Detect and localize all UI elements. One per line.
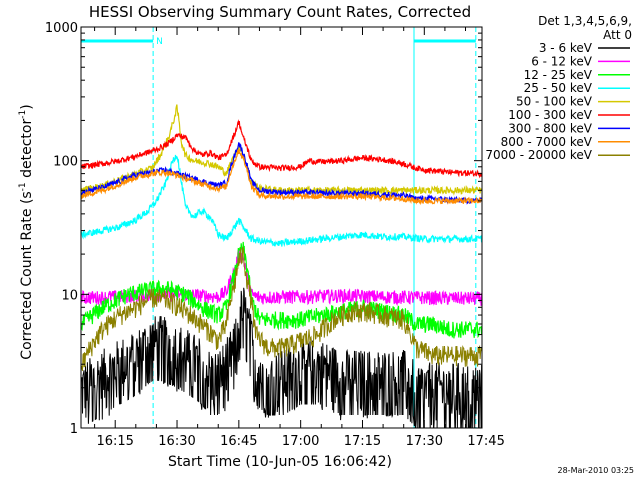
chart-title: HESSI Observing Summary Count Rates, Cor… (89, 3, 471, 21)
legend-label: 25 - 50 keV (524, 81, 593, 95)
series-3 (81, 241, 482, 339)
series-line (81, 119, 482, 179)
series-9 (81, 246, 482, 371)
plot-timestamp: 28-Mar-2010 03:25 (558, 466, 635, 475)
y-tick-label: 1 (70, 422, 78, 437)
legend-label: 50 - 100 keV (516, 95, 593, 109)
series-line (81, 241, 482, 339)
y-axis-label-sup1: -1 (18, 182, 28, 191)
series-layer (81, 104, 482, 428)
legend-label: 6 - 12 keV (531, 54, 593, 68)
legend-label: 100 - 300 keV (508, 108, 592, 122)
legend-label: 3 - 6 keV (539, 41, 593, 55)
night-flag-marker: N (156, 37, 163, 47)
x-tick-label: 16:15 (96, 434, 133, 449)
y-axis-label-main: Corrected Count Rate (s (19, 191, 35, 359)
series-6 (81, 119, 482, 179)
y-axis-label: Corrected Count Rate (s-1 detector-1) (18, 104, 35, 359)
x-tick-label: 16:45 (220, 434, 257, 449)
x-tick-label: 16:30 (158, 434, 195, 449)
y-tick-label: 10 (61, 288, 78, 303)
y-axis-label-sup2: -1 (18, 110, 28, 119)
series-4 (81, 154, 482, 248)
x-tick-label: 17:15 (344, 434, 381, 449)
axis-layer: 1 10 100 1000 16:15 16:30 16:45 17:00 17:15 17:30… (45, 21, 505, 449)
series-line (81, 142, 482, 205)
series-line (81, 246, 482, 371)
series-line (81, 104, 482, 196)
y-tick-label: 1000 (45, 21, 78, 36)
legend-attenuator: Att 0 (603, 28, 632, 42)
legend-label: 800 - 7000 keV (501, 135, 593, 149)
series-5 (81, 104, 482, 196)
series-line (81, 149, 482, 206)
series-7 (81, 142, 482, 205)
legend-label: 7000 - 20000 keV (485, 148, 592, 162)
x-axis-label: Start Time (10-Jun-05 16:06:42) (168, 454, 392, 470)
y-axis-label-mid: detector (19, 119, 35, 183)
y-tick-label: 100 (53, 155, 78, 170)
y-axis-label-end: ) (19, 104, 35, 109)
x-tick-label: 17:45 (467, 434, 504, 449)
x-tick-label: 17:00 (282, 434, 319, 449)
series-8 (81, 149, 482, 206)
plot-frame (80, 26, 483, 429)
attenuator-flag-layer (81, 27, 477, 428)
legend-detectors: Det 1,3,4,5,6,9, (538, 14, 632, 28)
legend-label: 300 - 800 keV (508, 121, 592, 135)
series-line (81, 154, 482, 248)
x-tick-label: 17:30 (406, 434, 443, 449)
legend-label: 12 - 25 keV (524, 68, 593, 82)
